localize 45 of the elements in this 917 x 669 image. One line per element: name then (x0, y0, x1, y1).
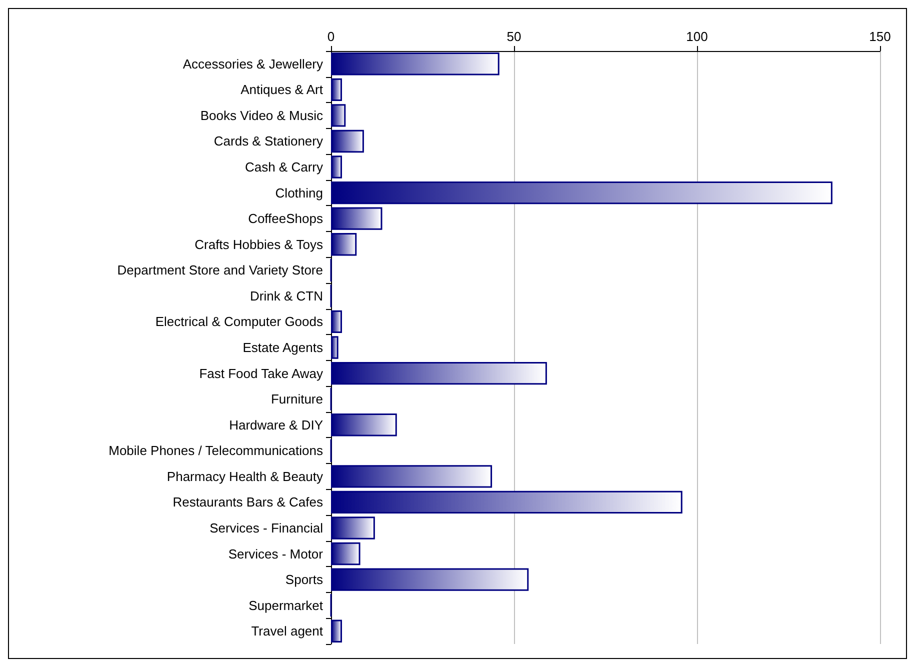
bar (331, 465, 492, 488)
y-tick-label: Books Video & Music (200, 108, 324, 123)
y-tick-label: Electrical & Computer Goods (155, 314, 324, 330)
bar (331, 414, 397, 436)
y-tick-label: Supermarket (248, 598, 324, 613)
y-tick-label: Furniture (270, 392, 323, 407)
y-tick-label: Estate Agents (242, 340, 324, 355)
y-tick-label: Sports (285, 572, 324, 588)
y-tick-label: Antiques & Art (240, 82, 324, 98)
y-tick-label: Fast Food Take Away (199, 366, 324, 381)
bar (331, 362, 547, 385)
y-tick-label: Travel agent (251, 624, 324, 639)
x-tick-label: 100 (686, 29, 708, 44)
bar (331, 310, 342, 334)
bar (331, 130, 364, 153)
x-tick-label: 0 (327, 29, 335, 44)
bar (331, 233, 357, 256)
y-tick-label: Cards & Stationery (214, 134, 324, 149)
bar (331, 181, 832, 204)
y-tick-label: Restaurants Bars & Cafes (172, 494, 324, 510)
y-tick-label: Pharmacy Health & Beauty (166, 468, 324, 484)
bar (331, 620, 342, 642)
bar (331, 52, 500, 76)
x-tick-label: 50 (506, 29, 522, 44)
bar (331, 78, 342, 102)
y-tick-label: Mobile Phones / Telecommunications (108, 443, 324, 458)
y-tick-label: Department Store and Variety Store (117, 262, 323, 278)
y-tick-label: CoffeeShops (248, 211, 324, 226)
y-tick-label: Accessories & Jewellery (182, 56, 324, 72)
bar (331, 207, 382, 230)
x-tick-label: 150 (869, 29, 891, 44)
bar (331, 104, 346, 127)
y-tick-label: Services - Financial (210, 520, 324, 536)
bar (331, 542, 360, 566)
y-tick-label: Services - Motor (228, 546, 324, 562)
bar (331, 568, 529, 591)
bar (331, 490, 682, 514)
bar (331, 156, 342, 178)
y-tick-label: Cash & Carry (244, 160, 324, 175)
y-tick-label: Drink & CTN (250, 288, 323, 304)
y-tick-label: Clothing (275, 185, 323, 200)
y-tick-label: Crafts Hobbies & Toys (194, 236, 324, 252)
bar (331, 336, 338, 359)
y-tick-label: Hardware & DIY (229, 417, 324, 432)
bar (331, 516, 375, 540)
